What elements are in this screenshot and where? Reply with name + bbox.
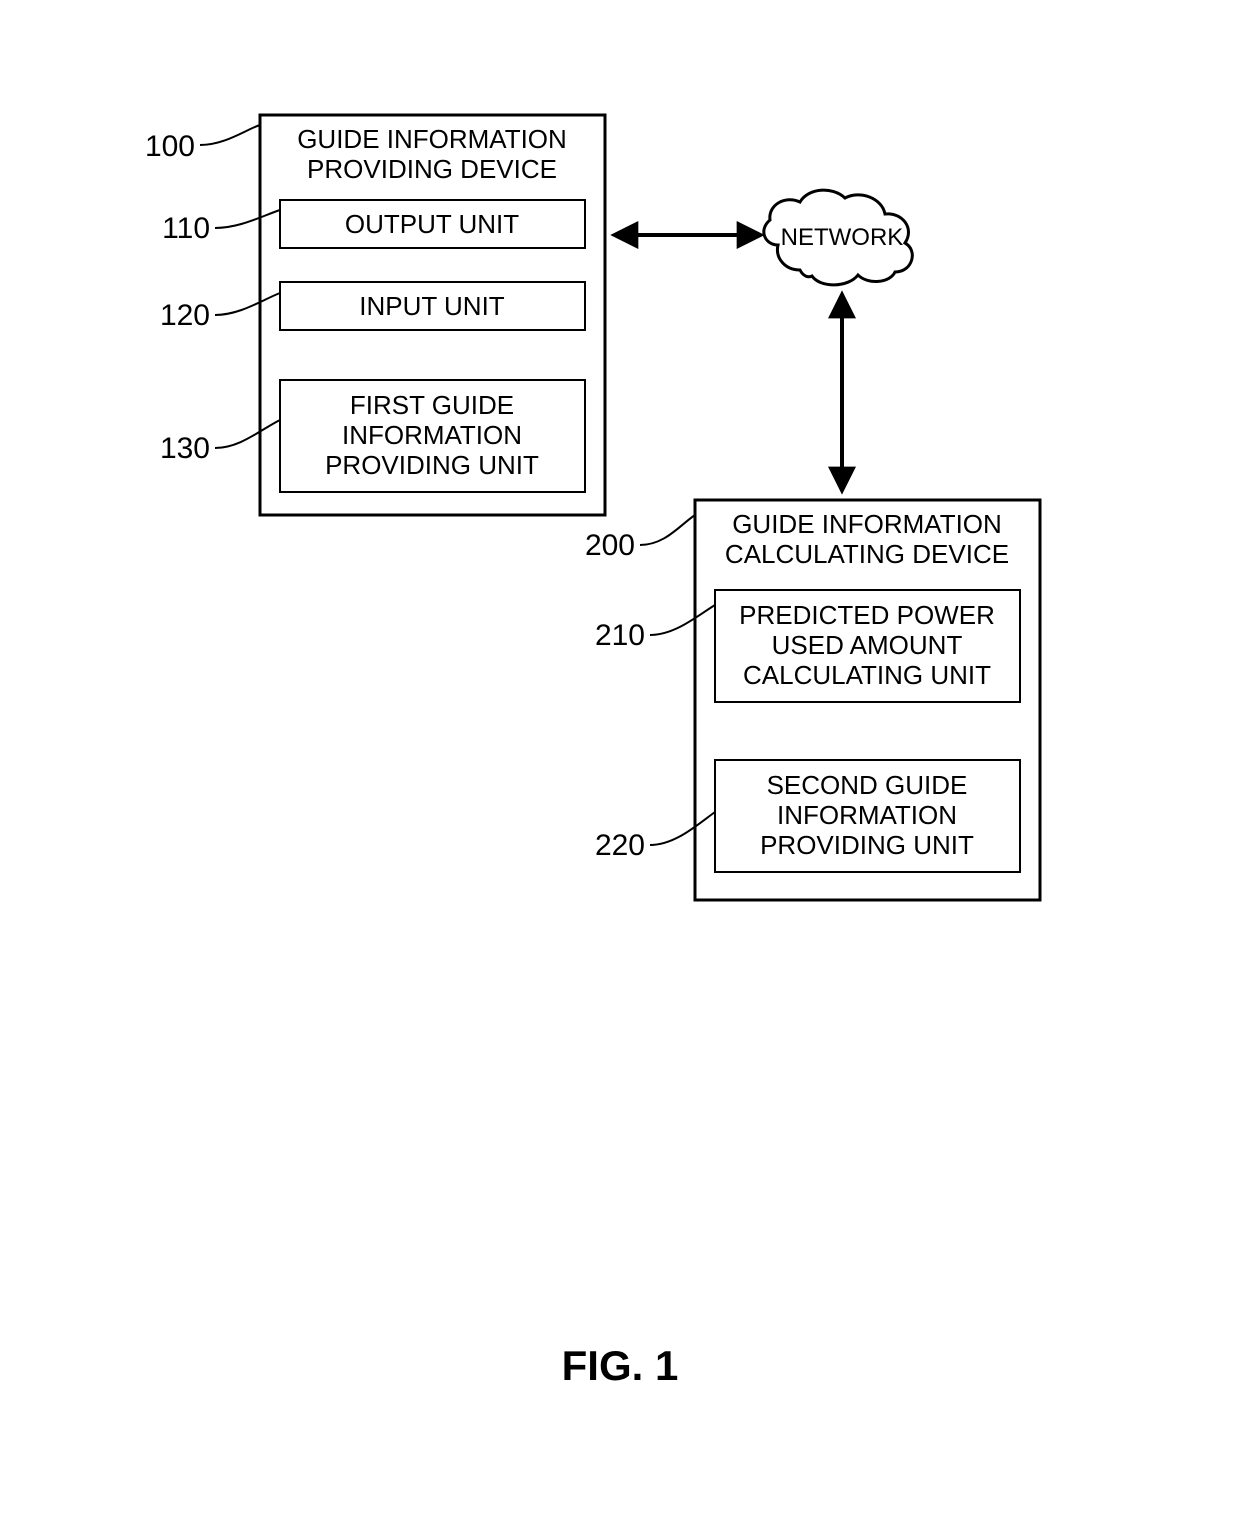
ref-130: 130 bbox=[160, 432, 210, 465]
unit-110-label: OUTPUT UNIT bbox=[345, 209, 519, 239]
device-2-title-line2: CALCULATING DEVICE bbox=[725, 539, 1009, 569]
unit-210-label-3: CALCULATING UNIT bbox=[743, 660, 991, 690]
unit-130-label-2: INFORMATION bbox=[342, 420, 522, 450]
unit-120-label: INPUT UNIT bbox=[359, 291, 505, 321]
unit-220-label-2: INFORMATION bbox=[777, 800, 957, 830]
unit-220-label-1: SECOND GUIDE bbox=[767, 770, 968, 800]
unit-130-label-3: PROVIDING UNIT bbox=[325, 450, 539, 480]
network-label: NETWORK bbox=[781, 224, 904, 251]
ref-210: 210 bbox=[595, 619, 645, 652]
device-2-group: GUIDE INFORMATION CALCULATING DEVICE 200… bbox=[585, 500, 1040, 900]
unit-210-label-1: PREDICTED POWER bbox=[739, 600, 995, 630]
ref-200: 200 bbox=[585, 529, 635, 562]
unit-220-label-3: PROVIDING UNIT bbox=[760, 830, 974, 860]
device-1-title-line1: GUIDE INFORMATION bbox=[297, 124, 567, 154]
leader-100 bbox=[200, 125, 260, 145]
unit-210-label-2: USED AMOUNT bbox=[772, 630, 963, 660]
device-2-title-line1: GUIDE INFORMATION bbox=[732, 509, 1002, 539]
unit-130-label-1: FIRST GUIDE bbox=[350, 390, 514, 420]
device-1-group: GUIDE INFORMATION PROVIDING DEVICE 100 O… bbox=[145, 115, 605, 515]
ref-110: 110 bbox=[162, 212, 210, 245]
ref-220: 220 bbox=[595, 829, 645, 862]
device-1-title-line2: PROVIDING DEVICE bbox=[307, 154, 557, 184]
ref-120: 120 bbox=[160, 299, 210, 332]
network-cloud-group: NETWORK bbox=[764, 190, 912, 285]
ref-100: 100 bbox=[145, 130, 195, 163]
leader-200 bbox=[640, 515, 695, 545]
diagram-canvas: GUIDE INFORMATION PROVIDING DEVICE 100 O… bbox=[0, 0, 1240, 1513]
figure-caption: FIG. 1 bbox=[562, 1342, 679, 1389]
